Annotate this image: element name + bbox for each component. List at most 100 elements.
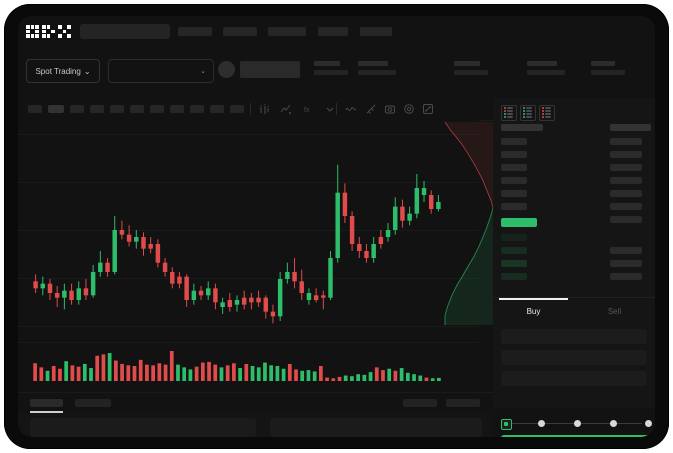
settings-gear-icon[interactable] [403,103,415,115]
order-type-field[interactable] [501,329,647,344]
mode-icon-bar [545,113,551,115]
orderbook-mode-bids-icon[interactable] [520,105,536,121]
nav-item-4[interactable] [318,27,348,36]
timeframe-2[interactable] [48,105,64,113]
camera-icon[interactable] [384,103,396,115]
tab-buy[interactable]: Buy [493,298,574,324]
timeframe-1[interactable] [28,105,42,113]
mode-icon-bar [522,113,525,115]
bottom-action-2[interactable] [446,399,480,407]
timeframe-8[interactable] [170,105,184,113]
ticker-price [240,61,300,78]
orderbook-bid-row[interactable] [501,273,527,280]
stat-label [314,61,340,66]
orderbook-panel [493,98,655,297]
stepper-dot[interactable] [610,420,617,427]
bottom-tab-1[interactable] [30,399,63,407]
bottom-action-1[interactable] [403,399,437,407]
timeframe-5[interactable] [110,105,124,113]
trading-pair-select[interactable]: ⌄ [108,59,214,83]
stepper-dot[interactable] [574,420,581,427]
device-bezel: Spot Trading ⌄ ⌄ fx [18,16,655,437]
market-type-select[interactable]: Spot Trading ⌄ [26,59,100,83]
logo-block [35,29,39,34]
mode-icon-bar [545,107,551,109]
indicator-icon[interactable]: fx [303,103,315,115]
price-field[interactable] [501,350,647,365]
logo-block [46,25,51,29]
tab-active-underline [499,298,568,300]
orderbook-ask-row[interactable] [501,190,527,197]
volume-chart [18,342,479,393]
okx-logo[interactable] [26,25,71,39]
toolbar-divider [336,103,337,115]
nav-item-5[interactable] [360,27,392,36]
stat-value [591,70,625,75]
orderbook-spread-row[interactable] [501,218,537,227]
mode-icon-bar [507,116,513,118]
nav-item-3[interactable] [268,27,306,36]
orderbook-mode-asks-icon[interactable] [539,105,555,121]
orderbook-size-row [610,203,642,210]
timeframe-11[interactable] [230,105,244,113]
logo-block [42,34,46,38]
stat-label [527,61,557,66]
orderbook-size-row [610,260,642,267]
stat-value [527,70,565,75]
timeframe-6[interactable] [130,105,144,113]
stepper-dot[interactable] [538,420,545,427]
logo-block [67,25,71,29]
wave-chart-icon[interactable] [345,103,357,115]
price-chart[interactable] [18,120,479,342]
mode-icon-bar [526,116,532,118]
logo-block [35,25,39,29]
orderbook-bid-row[interactable] [501,247,527,254]
market-type-label: Spot Trading [35,66,81,76]
submit-order-button[interactable] [501,435,649,437]
timeframe-4[interactable] [90,105,104,113]
orderbook-ask-row[interactable] [501,177,527,184]
line-chart-icon[interactable] [280,103,292,115]
orderbook-size-row [610,273,642,280]
orderbook-size-row [610,177,642,184]
drawing-tool-icon[interactable] [365,103,377,115]
orderbook-ask-row[interactable] [501,203,527,210]
tab-sell[interactable]: Sell [574,298,655,324]
candlestick-series [33,164,441,324]
orderbook-ask-row[interactable] [501,164,527,171]
orderbook-ask-row[interactable] [501,151,527,158]
logo-block [26,29,30,34]
search-input[interactable] [80,24,170,39]
amount-percent-stepper[interactable] [501,419,652,430]
chevron-down-icon[interactable] [324,103,336,115]
mode-icon-bar [503,113,506,115]
fullscreen-icon[interactable] [422,103,434,115]
timeframe-3[interactable] [70,105,84,113]
timeframe-7[interactable] [150,105,164,113]
candlestick-chart-icon[interactable] [258,103,270,115]
orderbook-ask-row[interactable] [501,138,527,145]
mode-icon-bar [526,113,532,115]
nav-item-1[interactable] [178,27,212,36]
stepper-dot-fill [503,421,508,426]
device-frame: Spot Trading ⌄ ⌄ fx [4,4,669,449]
orderbook-mode-both-icon[interactable] [501,105,517,121]
amount-field[interactable] [501,371,647,386]
timeframe-9[interactable] [190,105,204,113]
stat-label [591,61,615,66]
orderbook-header-right [610,124,651,131]
stepper-dot[interactable] [645,420,652,427]
nav-item-2[interactable] [223,27,257,36]
orderbook-size-row [610,138,642,145]
timeframe-10[interactable] [210,105,224,113]
bottom-tab-2[interactable] [75,399,111,407]
stepper-dot-active[interactable] [501,419,512,430]
ticker-stat-1 [314,61,348,75]
avatar [218,61,235,78]
trade-tabs: Buy Sell [493,297,655,324]
ticker-bar: Spot Trading ⌄ ⌄ [18,48,655,98]
orderbook-bid-row[interactable] [501,260,527,267]
gridline [18,230,479,231]
tab-active-underline [30,411,63,413]
orderbook-bid-row[interactable] [501,234,527,241]
